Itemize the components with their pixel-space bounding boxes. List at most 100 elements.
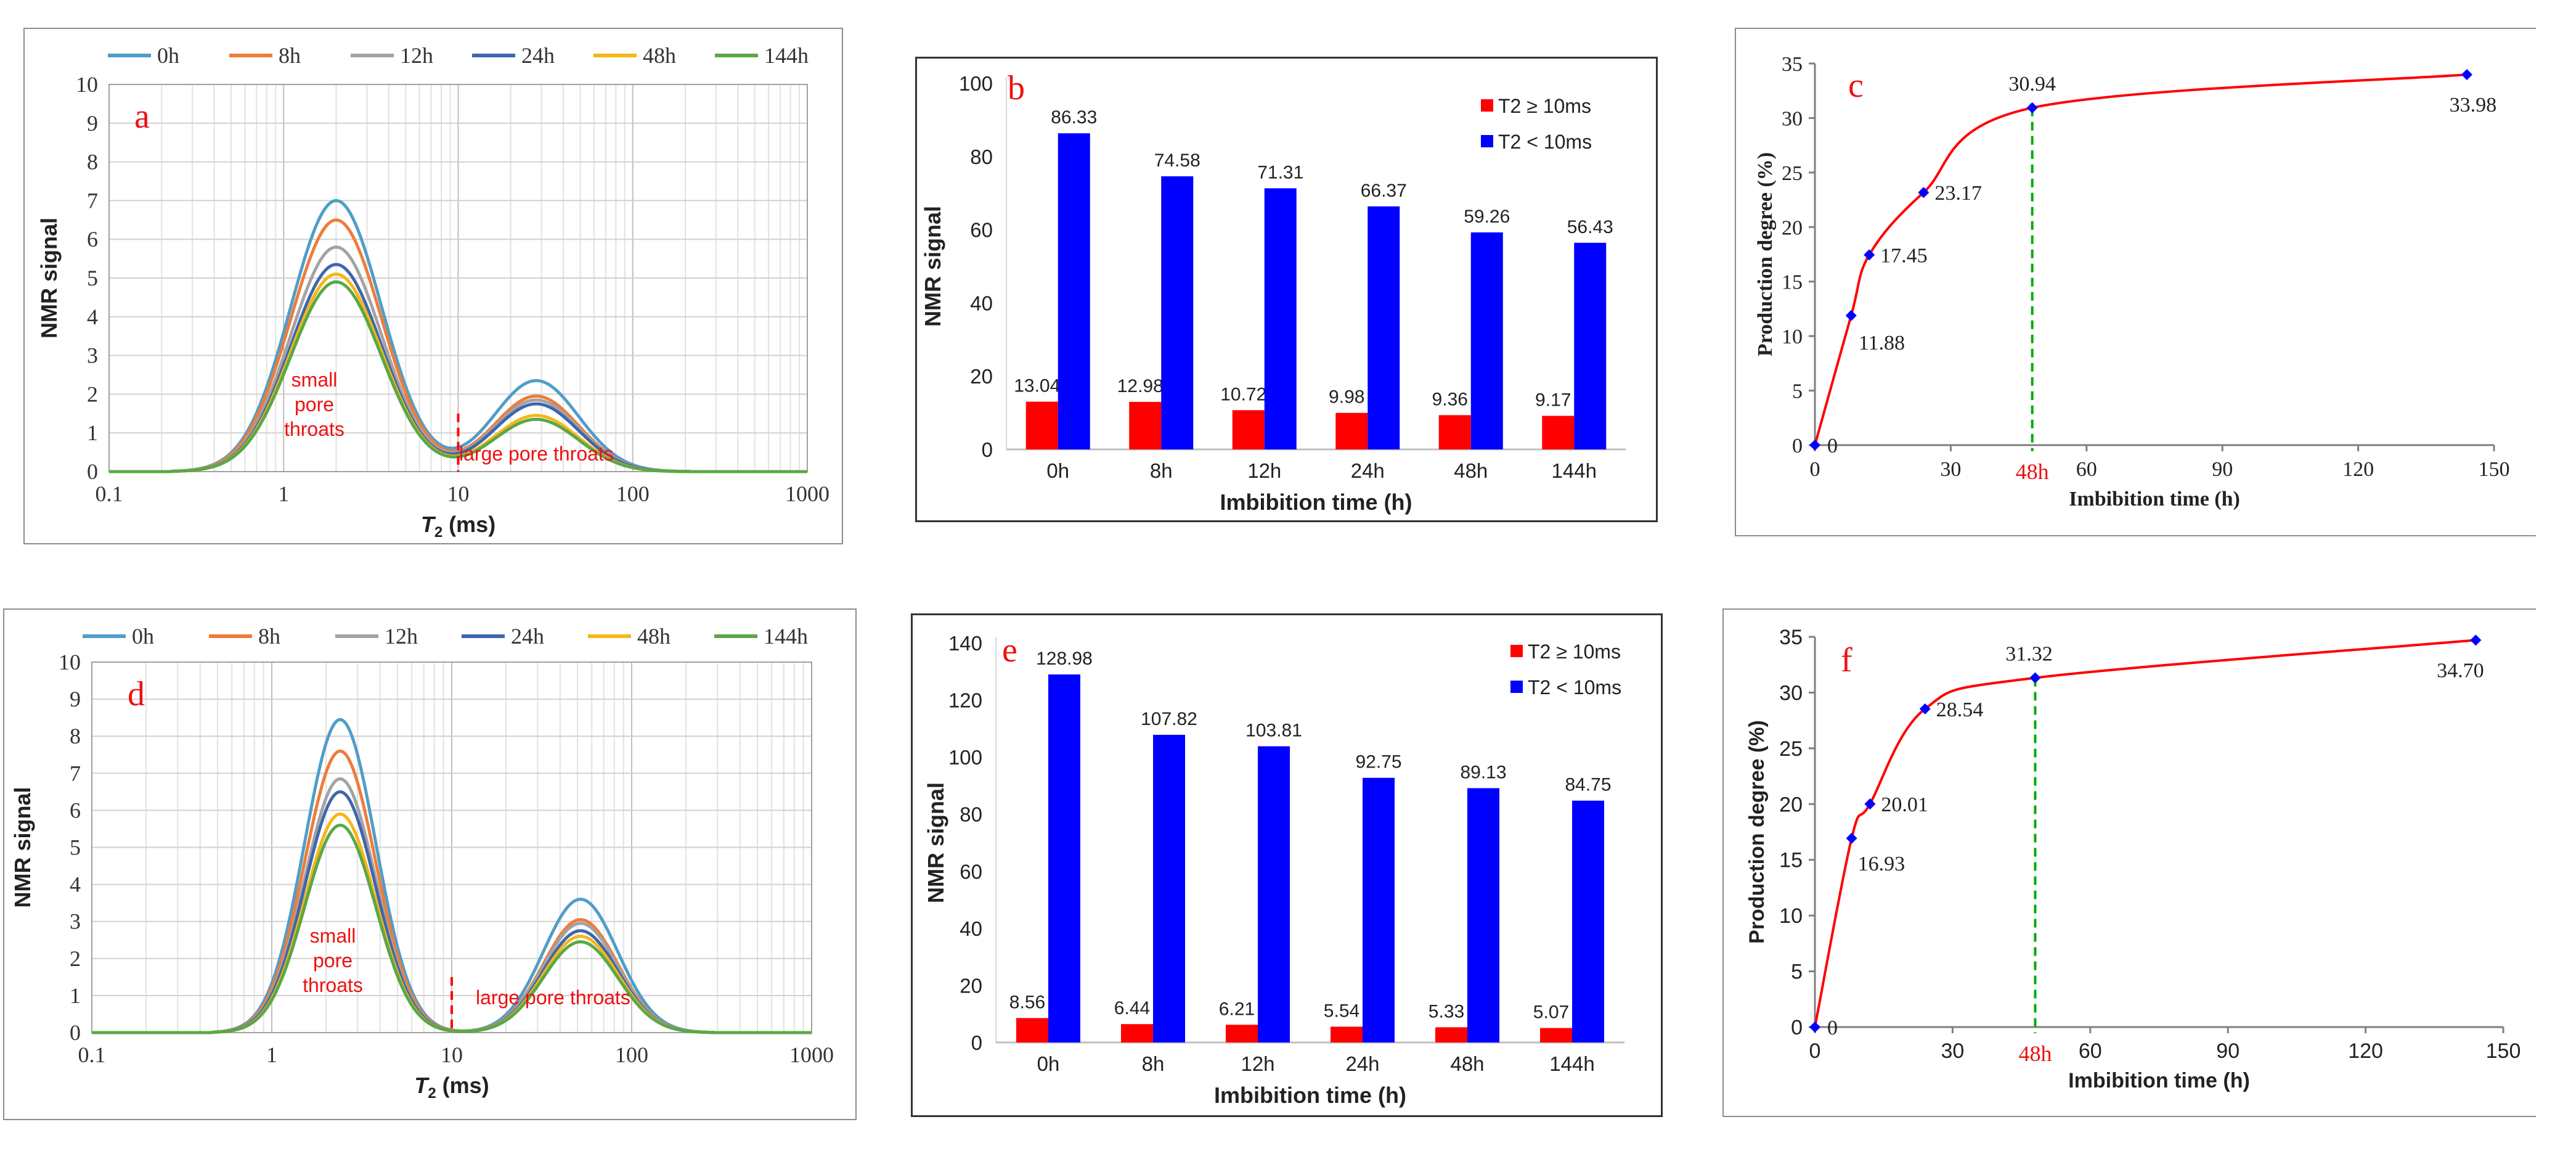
y-tick-label: 0: [1791, 1016, 1803, 1039]
bar-t2-lt-10ms: [1467, 788, 1499, 1042]
y-tick-label: 0: [982, 438, 993, 461]
point-label: 30.94: [2008, 73, 2056, 96]
bar-t2-lt-10ms: [1153, 734, 1185, 1042]
point-label: 16.93: [1858, 853, 1906, 875]
y-tick-label: 35: [1782, 53, 1803, 76]
y-tick-label: 0: [1792, 435, 1803, 457]
data-point: [2470, 634, 2482, 646]
y-axis-label: NMR signal: [10, 787, 35, 907]
legend-label-8h: 8h: [279, 43, 301, 68]
x-tick-label: 60: [2079, 1039, 2102, 1063]
point-label: 0: [1827, 1017, 1838, 1039]
series-line-144h: [109, 280, 807, 473]
production-curve: [1814, 639, 2476, 1028]
point-label: 31.32: [2005, 643, 2053, 666]
bar-t2-ge-10ms: [1435, 1027, 1467, 1042]
annotation-small: small: [291, 369, 338, 391]
data-label: 74.58: [1154, 150, 1200, 171]
bar-t2-ge-10ms: [1331, 1026, 1363, 1042]
y-tick-label: 1: [87, 420, 98, 445]
y-tick-label: 9: [70, 687, 81, 711]
x-tick-label: 48h: [1454, 459, 1488, 482]
bar-t2-ge-10ms: [1025, 401, 1058, 449]
annotation-large-pore-throats: large pore throats: [459, 443, 614, 465]
y-tick-label: 60: [970, 219, 993, 242]
y-tick-label: 20: [1782, 216, 1803, 239]
legend-label-t2-ge: T2 ≥ 10ms: [1498, 95, 1591, 117]
data-label: 9.98: [1329, 387, 1364, 407]
data-label: 92.75: [1355, 752, 1401, 772]
legend-label-24h: 24h: [521, 43, 555, 68]
x-axis-label: Imbibition time (h): [2069, 488, 2240, 510]
data-label: 9.17: [1535, 390, 1571, 411]
panel-b: 0 20 40 60 80 100 0h 13.04 86.33 8h 12.98 74.58 12h 1…: [915, 57, 1658, 522]
annotation-pore: pore: [295, 393, 334, 416]
annotation-pore: pore: [313, 949, 353, 972]
data-point: [2461, 69, 2472, 81]
data-label: 5.33: [1429, 1001, 1464, 1022]
data-label: 13.04: [1014, 376, 1060, 396]
x-tick-label: 144h: [1549, 1052, 1594, 1075]
data-label: 103.81: [1245, 721, 1302, 741]
x-tick-label: 100: [616, 481, 650, 506]
legend-label-t2-ge: T2 ≥ 10ms: [1528, 641, 1621, 663]
bar-t2-ge-10ms: [1226, 1025, 1258, 1042]
x-axis-label: T2 (ms): [421, 512, 495, 541]
nmr-distribution-chart-a: 0.1 1 10 100 1000 0 1 2 3 4 5 6 7 8 9 10 smallporethroat…: [36, 43, 829, 541]
bar-t2-lt-10ms: [1048, 674, 1080, 1042]
panel-letter: e: [1002, 631, 1017, 670]
legend-label-t2-lt: T2 < 10ms: [1498, 131, 1592, 153]
plot-frame: [91, 661, 812, 1033]
data-label: 5.07: [1533, 1002, 1569, 1023]
y-tick-label: 2: [70, 946, 81, 971]
y-tick-label: 7: [70, 761, 81, 785]
y-tick-label: 30: [1782, 107, 1803, 130]
y-tick-label: 10: [76, 72, 98, 97]
x-tick-label: 0h: [1046, 459, 1069, 482]
legend-label-48h: 48h: [637, 624, 670, 649]
bar-t2-ge-10ms: [1016, 1018, 1048, 1042]
y-tick-label: 9: [87, 111, 98, 136]
series-line-0h: [109, 199, 807, 473]
y-tick-label: 40: [960, 917, 982, 940]
data-label: 9.36: [1432, 389, 1468, 409]
x-axis-label: Imbibition time (h): [1214, 1083, 1406, 1108]
x-tick-label: 1000: [789, 1042, 834, 1067]
data-label: 6.44: [1114, 998, 1150, 1018]
panel-f: 0 5 10 15 20 25 30 35 0 30 60 90 120 150 48h 0 16.93 20.0…: [1722, 608, 2536, 1117]
x-tick-label: 24h: [1345, 1052, 1379, 1075]
x-axis-label: Imbibition time (h): [1220, 489, 1412, 515]
data-label: 56.43: [1567, 217, 1613, 237]
data-label: 66.37: [1361, 181, 1407, 201]
bar-t2-lt-10ms: [1258, 746, 1290, 1042]
data-label: 128.98: [1036, 649, 1093, 669]
data-point: [1918, 187, 1930, 199]
legend-label-0h: 0h: [157, 43, 179, 68]
panel-letter: a: [134, 97, 150, 136]
nmr-distribution-chart-d: 0.1 1 10 100 1000 0 1 2 3 4 5 6 7 8 9 10 smallporethroat…: [10, 624, 834, 1102]
y-tick-label: 15: [1779, 849, 1803, 872]
bar-t2-lt-10ms: [1574, 242, 1607, 449]
data-label: 84.75: [1565, 775, 1611, 795]
x-tick-label: 90: [2212, 458, 2233, 481]
data-label: 5.54: [1324, 1001, 1359, 1021]
data-point: [1864, 798, 1876, 810]
x-tick-label: 30: [1941, 1039, 1964, 1063]
x-tick-label: 48h: [1450, 1052, 1484, 1075]
data-label: 12.98: [1117, 376, 1164, 396]
x-axis-label: Imbibition time (h): [2068, 1069, 2250, 1092]
data-label: 8.56: [1009, 992, 1045, 1012]
production-curve: [1814, 73, 2468, 446]
data-point: [2026, 102, 2038, 113]
bar-t2-ge-10ms: [1542, 416, 1575, 449]
data-point: [1846, 832, 1857, 844]
x-tick-label: 144h: [1552, 459, 1597, 482]
y-tick-label: 1: [70, 983, 81, 1008]
x-tick-label: 12h: [1241, 1052, 1274, 1075]
bar-t2-ge-10ms: [1540, 1028, 1572, 1042]
y-tick-label: 5: [1792, 380, 1803, 403]
y-tick-label: 80: [970, 145, 993, 168]
y-tick-label: 20: [960, 974, 982, 997]
bar-t2-ge-10ms: [1335, 412, 1368, 449]
data-point: [1809, 1022, 1820, 1033]
